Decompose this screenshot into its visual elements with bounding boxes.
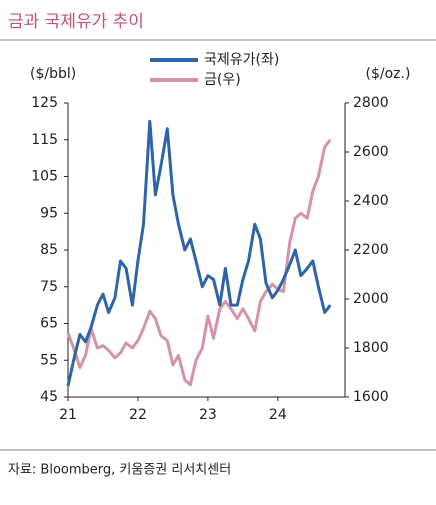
y2-tick-label: 2200: [353, 242, 389, 258]
y2-tick-label: 2400: [353, 193, 389, 209]
y2-tick-label: 1800: [353, 340, 389, 356]
line-series: [66, 119, 332, 387]
y-tick-label: 95: [40, 205, 58, 221]
y-tick-label: 65: [40, 316, 58, 332]
y-tick-label: 115: [31, 132, 58, 148]
y2-axis-label: ($/oz.): [366, 66, 411, 82]
y2-tick-label: 1600: [353, 389, 389, 405]
y2-tick-label: 2000: [353, 291, 389, 307]
line-series: [66, 138, 332, 387]
y-tick-label: 55: [40, 352, 58, 368]
legend-label: 금(우): [204, 72, 241, 88]
y-tick-label: 85: [40, 242, 58, 258]
y-tick-label: 75: [40, 279, 58, 295]
y2-tick-label: 2600: [353, 144, 389, 160]
x-tick-label: 24: [269, 407, 287, 423]
x-tick-label: 23: [199, 407, 217, 423]
y-tick-label: 125: [31, 95, 58, 111]
y-tick-label: 105: [31, 169, 58, 185]
chart-title: 금과 국제유가 추이: [8, 12, 144, 32]
y-axis-label: ($/bbl): [30, 66, 76, 82]
y2-tick-label: 2800: [353, 95, 389, 111]
source: 자료: Bloomberg, 키움증권 리서치센터: [8, 463, 231, 478]
legend-label: 국제유가(좌): [204, 52, 279, 68]
y-tick-label: 45: [40, 389, 58, 405]
x-tick-label: 22: [129, 407, 147, 423]
x-tick-label: 21: [59, 407, 77, 423]
